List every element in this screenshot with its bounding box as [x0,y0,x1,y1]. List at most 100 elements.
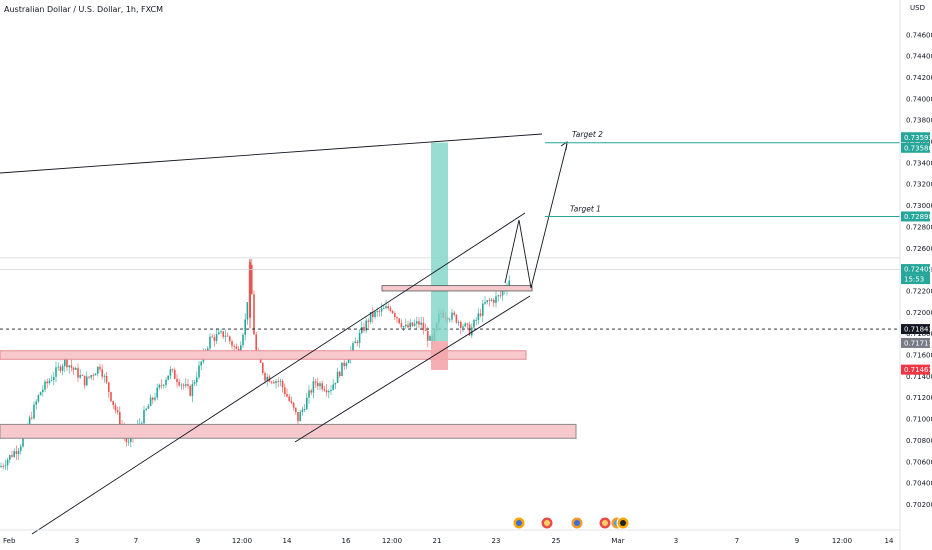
candle-body [196,377,198,383]
x-tick-label: 25 [552,537,561,545]
x-tick-label: 21 [433,537,442,545]
candle-body [462,326,464,328]
candle-body [240,345,242,356]
candle-body [420,322,422,325]
candle-body [288,396,290,401]
candle-body [154,397,156,400]
event-icon-inner [620,520,626,526]
candle-body [468,324,471,336]
candle-body [75,368,77,370]
candle-body [64,358,66,367]
candle-body [83,375,86,386]
candle-body [198,365,200,378]
candle-body [88,376,90,378]
candle-body [242,334,244,346]
candle-body [466,323,469,325]
candle-body [490,299,493,301]
candle-body [499,295,502,297]
candle-body [9,455,11,460]
candle-body [226,335,229,337]
candle-body [233,345,235,347]
candle-body [48,380,51,384]
candle-body [163,384,165,386]
candle-body [367,320,370,322]
candle-body [61,366,64,371]
candle-body [101,369,103,377]
x-tick-label: 23 [492,537,501,545]
candle-body [13,451,15,457]
candle-body [167,375,169,380]
candle-body [105,375,108,383]
candle-body [149,397,152,406]
candle-body [275,381,277,384]
candle-body [427,330,429,341]
candle-body [407,324,409,328]
candle-body [200,361,202,366]
candle-body [20,446,22,451]
price-badge-label: 0.71713 [904,339,932,347]
x-tick-label: Mar [611,537,624,545]
candle-body [299,412,301,422]
candle-body [72,367,75,370]
candle-body [374,311,376,318]
candle-body [141,423,143,425]
candle-body [114,405,117,411]
x-tick-label: 12:00 [382,537,402,545]
candle-body [464,323,466,327]
candle-body [244,319,246,335]
candle-body [328,390,330,393]
candle-body [182,384,185,386]
candle-body [222,331,224,337]
candle-body [11,455,13,457]
candle-body [264,372,266,381]
candle-body [229,336,231,342]
candle-body [68,365,70,368]
candle-body [253,294,255,335]
x-tick-label: 7 [735,537,739,545]
candle-body [90,375,92,378]
candle-body [35,401,37,405]
candle-body [314,381,317,383]
candle-body [262,362,264,373]
candle-body [92,375,95,376]
candle-body [321,383,323,390]
target2-label: Target 2 [572,130,603,139]
candle-body [317,382,319,387]
candle-body [108,382,110,393]
candle-body [482,303,484,316]
x-tick-label: 16 [342,537,351,545]
candle-body [220,331,222,333]
candle-body [306,397,308,410]
candle-body [418,321,420,325]
candle-body [389,308,392,311]
candle-body [284,387,286,395]
price-badge [901,274,930,285]
candle-body [86,376,88,386]
candle-body [372,311,374,318]
candle-body [497,295,499,297]
candle-body [453,312,455,315]
candle-body [297,412,299,422]
candle-body [488,300,491,302]
event-icon-inner [544,520,550,526]
support-zone-upper [0,350,527,360]
channel-upper-line [31,212,526,535]
candle-body [189,385,191,396]
candle-body [292,402,295,408]
candle-body [31,417,33,419]
candle-body [4,465,7,467]
candle-body [33,404,35,419]
candle-body [15,451,18,454]
candle-body [156,387,158,398]
